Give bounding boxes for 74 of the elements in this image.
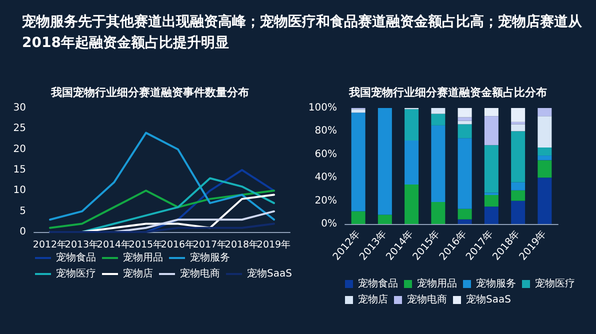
bar xyxy=(431,125,446,202)
chart-title: 我国宠物行业细分赛道融资事件数量分布 xyxy=(50,86,249,99)
y-tick-label: 30 xyxy=(13,102,26,114)
legend-label: 宠物用品 xyxy=(123,252,163,264)
legend-label: 宠物用品 xyxy=(417,278,457,290)
bar xyxy=(351,112,366,212)
bar xyxy=(538,156,552,160)
bar xyxy=(484,145,498,193)
bar xyxy=(484,116,498,146)
x-tick-label: 2013年 xyxy=(64,238,100,250)
bar xyxy=(458,117,472,121)
bar xyxy=(458,108,472,118)
bar xyxy=(351,211,366,224)
bar xyxy=(484,206,498,224)
y-tick-label: 10 xyxy=(13,185,26,196)
line-series xyxy=(49,132,275,221)
bar xyxy=(511,200,526,224)
legend-label: 宠物医疗 xyxy=(56,268,96,280)
bar xyxy=(511,131,526,182)
bar xyxy=(538,178,552,224)
x-tick-label: 2019年 xyxy=(256,238,292,250)
legend-label: 宠物医疗 xyxy=(535,278,575,290)
legend-label: 宠物店 xyxy=(123,268,153,280)
bar xyxy=(404,184,419,224)
bar xyxy=(511,182,526,190)
y-tick-label: 0% xyxy=(321,218,337,230)
legend-label: 宠物SaaS xyxy=(247,268,292,280)
bar xyxy=(458,138,472,209)
x-tick-label: 2016年 xyxy=(160,238,196,250)
legend-label: 宠物店 xyxy=(358,294,388,306)
bar xyxy=(458,219,472,224)
legend-label: 宠物电商 xyxy=(407,294,447,306)
bar xyxy=(404,140,419,185)
y-tick-label: 40% xyxy=(314,172,337,184)
x-tick-label: 2015年 xyxy=(128,238,164,250)
y-tick-label: 15 xyxy=(13,164,26,176)
x-tick-label: 2014年 xyxy=(96,238,132,250)
legend-label: 宠物食品 xyxy=(358,278,398,290)
chart-title: 我国宠物行业细分赛道融资金额占比分布 xyxy=(348,86,547,99)
y-tick-label: 80% xyxy=(314,126,337,137)
bar xyxy=(538,147,552,156)
bar xyxy=(404,109,419,140)
bar xyxy=(431,202,446,224)
bar xyxy=(538,116,552,148)
legend-label: 宠物服务 xyxy=(476,278,516,290)
bar xyxy=(378,108,392,215)
legend-label: 宠物SaaS xyxy=(466,294,511,306)
bar xyxy=(538,108,552,116)
bar xyxy=(378,214,392,224)
bar xyxy=(431,114,446,126)
y-tick-label: 100% xyxy=(308,102,337,114)
legend-label: 宠物食品 xyxy=(56,252,96,264)
bar xyxy=(511,190,526,201)
x-tick-label: 2017年 xyxy=(192,238,228,250)
bar xyxy=(484,108,498,116)
text: 宠物服务先于其他赛道出现融资高峰；宠物医疗和食品赛道融资金额占比高；宠物店赛道从2018年起融资金额占比提升明显 xyxy=(22,12,582,53)
x-tick-label: 2018年 xyxy=(224,238,260,250)
y-tick-label: 5 xyxy=(20,206,26,217)
bar xyxy=(458,208,472,220)
bar xyxy=(538,160,552,178)
y-tick-label: 60% xyxy=(314,148,337,160)
y-tick-label: 25 xyxy=(13,123,26,134)
bar xyxy=(511,108,526,122)
legend-label: 宠物服务 xyxy=(190,252,230,264)
bar xyxy=(431,108,446,114)
legend-label: 宠物电商 xyxy=(180,268,220,280)
bar xyxy=(511,124,526,132)
x-tick-label: 2012年 xyxy=(32,238,68,250)
bar xyxy=(351,109,366,113)
bar xyxy=(484,195,498,207)
y-tick-label: 20 xyxy=(13,144,26,155)
bar xyxy=(458,124,472,138)
y-tick-label: 0 xyxy=(20,226,26,238)
y-tick-label: 20% xyxy=(314,195,337,206)
